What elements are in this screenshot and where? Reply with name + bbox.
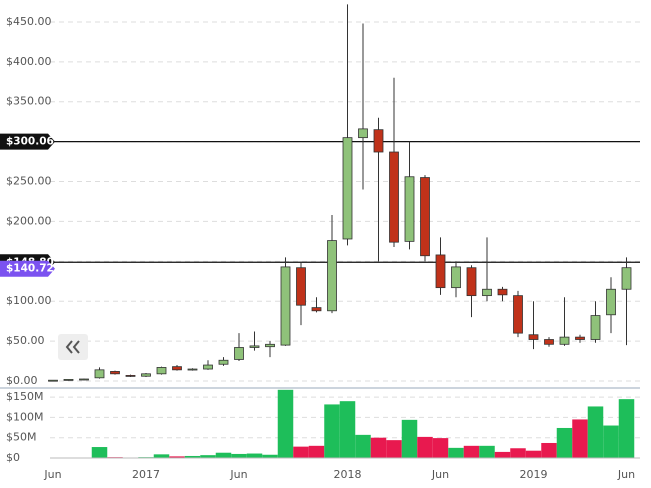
x-tick-label: Jun — [43, 468, 61, 481]
volume-bar — [603, 425, 619, 458]
candle-body — [280, 266, 291, 346]
volume-tick-label: $150M — [6, 390, 44, 403]
volume-bar — [510, 448, 526, 458]
volume-bar — [541, 442, 557, 458]
candle-body — [203, 364, 213, 370]
candle-body — [342, 137, 353, 240]
candle-body — [544, 339, 554, 345]
candle-body — [156, 367, 167, 375]
volume-tick-label: $50M — [6, 431, 37, 444]
candle-body — [125, 375, 136, 377]
candle-body — [420, 177, 430, 257]
volume-bar — [200, 455, 216, 458]
volume-bar — [293, 446, 309, 458]
candle-body — [110, 371, 120, 375]
price-tag — [0, 133, 55, 150]
candle-body — [187, 368, 198, 371]
candle-body — [311, 307, 322, 312]
volume-bar — [277, 389, 294, 458]
y-tick-label: $350.00 — [6, 95, 52, 108]
x-tick-label: 2018 — [334, 468, 362, 481]
volume-bar — [262, 454, 278, 458]
volume-bar — [417, 436, 433, 458]
volume-bar — [448, 447, 464, 458]
volume-bar — [91, 447, 108, 458]
volume-bar — [432, 438, 449, 458]
candle-body — [435, 254, 446, 289]
candle-body — [249, 345, 260, 348]
scroll-back-button[interactable] — [58, 334, 88, 360]
volume-bar — [401, 419, 418, 458]
volume-tick-label: $100M — [6, 410, 44, 423]
price-tag-label: $140.72 — [6, 263, 54, 275]
volume-bar — [386, 440, 402, 458]
volume-bar — [494, 451, 511, 458]
x-tick-label: 2017 — [132, 468, 160, 481]
candle-body — [327, 240, 337, 312]
price-tag — [0, 260, 55, 277]
y-tick-label: $200.00 — [6, 214, 52, 227]
candle-body — [482, 288, 492, 297]
volume-bar — [572, 419, 588, 458]
y-tick-label: $250.00 — [6, 175, 52, 188]
candle-body — [590, 315, 601, 340]
candle-body — [559, 336, 570, 345]
candle-body — [404, 176, 415, 242]
volume-bar — [587, 406, 604, 458]
candle-body — [389, 151, 399, 243]
volume-bar — [184, 455, 201, 458]
x-tick-label: Jun — [431, 468, 449, 481]
volume-bar — [618, 399, 635, 458]
candle-body — [265, 343, 275, 348]
candle-body — [466, 267, 477, 297]
volume-bar — [463, 445, 480, 458]
candle-body — [296, 267, 306, 306]
candle-body — [606, 288, 616, 316]
volume-bar — [479, 445, 495, 458]
volume-bar — [556, 427, 573, 458]
y-tick-label: $50.00 — [6, 334, 45, 347]
candle-body — [358, 128, 368, 139]
candle-body — [528, 334, 539, 340]
candle-body — [513, 295, 523, 334]
volume-bar — [324, 404, 340, 458]
volume-bar — [169, 456, 185, 458]
volume-tick-label: $0 — [6, 451, 20, 464]
y-tick-label: $450.00 — [6, 15, 52, 28]
candle-body — [48, 379, 58, 382]
candle-body — [79, 378, 89, 381]
x-tick-label: Jun — [617, 468, 635, 481]
y-tick-label: $100.00 — [6, 294, 52, 307]
volume-bar — [370, 437, 387, 458]
candle-body — [575, 336, 585, 340]
candle-body — [451, 266, 461, 289]
volume-bar — [215, 452, 232, 458]
y-tick-label: $0.00 — [6, 374, 38, 387]
volume-bar — [153, 454, 170, 458]
volume-bar — [339, 401, 356, 458]
volume-bar — [525, 450, 542, 458]
candle-body — [94, 369, 105, 379]
price-tag-label: $300.06 — [6, 136, 54, 148]
candle-body — [218, 359, 229, 365]
x-tick-label: Jun — [229, 468, 247, 481]
candle-body — [141, 373, 151, 377]
volume-bar — [246, 453, 263, 458]
volume-bar — [231, 453, 247, 458]
x-tick-label: 2019 — [520, 468, 548, 481]
y-tick-label: $400.00 — [6, 55, 52, 68]
volume-bar — [355, 434, 371, 458]
candle-body — [497, 288, 508, 296]
candle-body — [373, 129, 384, 153]
volume-bar — [308, 445, 325, 458]
candle-body — [621, 267, 632, 290]
candle-body — [234, 347, 244, 360]
chevron-icon — [65, 340, 80, 354]
candle-body — [172, 366, 182, 371]
candle-body — [63, 379, 74, 381]
